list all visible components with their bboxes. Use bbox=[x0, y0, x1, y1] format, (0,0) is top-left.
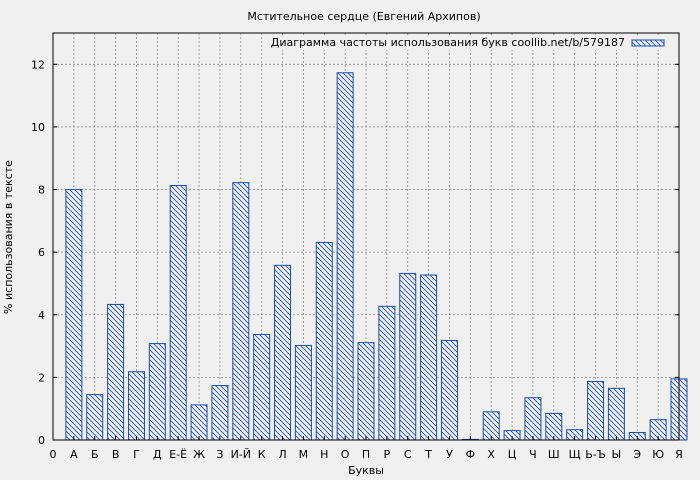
x-tick-label: Т bbox=[424, 448, 432, 461]
x-tick-label: И-Й bbox=[231, 448, 251, 461]
bar-27 bbox=[607, 387, 625, 441]
x-tick-label: Ф bbox=[466, 448, 475, 461]
x-tick-label: К bbox=[258, 448, 266, 461]
y-tick-label: 2 bbox=[38, 371, 45, 384]
bar-18 bbox=[420, 274, 438, 441]
x-tick-label: Ж bbox=[193, 448, 205, 461]
x-tick-label: Ш bbox=[548, 448, 560, 461]
x-tick-label: М bbox=[299, 448, 309, 461]
y-axis-ticks: 0 2 4 6 8 10 12 bbox=[31, 58, 679, 447]
x-tick-label: У bbox=[446, 448, 453, 461]
bar-23 bbox=[524, 397, 542, 441]
bar-8 bbox=[211, 385, 229, 441]
x-tick-label: В bbox=[112, 448, 120, 461]
x-tick-label: О bbox=[341, 448, 350, 461]
y-tick-label: 0 bbox=[38, 434, 45, 447]
x-tick-label: С bbox=[404, 448, 412, 461]
x-tick-label: Д bbox=[153, 448, 162, 461]
bar-17 bbox=[399, 272, 417, 441]
y-tick-label: 12 bbox=[31, 58, 45, 71]
bar-15 bbox=[357, 342, 375, 441]
x-tick-label: Я bbox=[675, 448, 683, 461]
x-tick-label: Е-Ё bbox=[169, 448, 187, 461]
bar-12 bbox=[294, 344, 312, 441]
x-tick-label: Н bbox=[320, 448, 328, 461]
bar-5 bbox=[148, 343, 166, 441]
legend-label: Диаграмма частоты использования букв coo… bbox=[271, 36, 625, 49]
bar-26 bbox=[587, 380, 605, 441]
bar-21 bbox=[482, 411, 500, 441]
x-tick-label: Л bbox=[278, 448, 286, 461]
legend: Диаграмма частоты использования букв coo… bbox=[271, 35, 676, 50]
x-tick-label: А bbox=[70, 448, 78, 461]
x-tick-label: Ю bbox=[652, 448, 664, 461]
bar-11 bbox=[274, 264, 292, 441]
bars bbox=[65, 72, 688, 441]
y-tick-label: 6 bbox=[38, 246, 45, 259]
x-tick-label: Х bbox=[487, 448, 495, 461]
x-tick-label: П bbox=[362, 448, 370, 461]
y-tick-label: 4 bbox=[38, 309, 45, 322]
bar-1 bbox=[65, 189, 83, 441]
y-axis-label: % использования в тексте bbox=[2, 160, 15, 314]
bar-6 bbox=[169, 184, 187, 441]
bar-16 bbox=[378, 305, 396, 441]
x-tick-label: Ы bbox=[612, 448, 622, 461]
legend-background bbox=[282, 35, 676, 50]
y-tick-label: 10 bbox=[31, 121, 45, 134]
x-tick-label: Г bbox=[133, 448, 140, 461]
y-tick-label: 8 bbox=[38, 184, 45, 197]
x-axis-ticks: 0 А Б В Г Д Е-Ё Ж З И-Й К Л М Н О П Р С Т У Ф Х Ц Ч Ш Щ Ь-Ъ Ы Э Ю Я bbox=[50, 436, 683, 461]
x-axis-label: Буквы bbox=[348, 464, 384, 477]
bar-7 bbox=[190, 404, 208, 441]
x-tick-label: Р bbox=[384, 448, 391, 461]
x-origin-label: 0 bbox=[50, 448, 57, 461]
chart-title: Мстительное сердце (Евгений Архипов) bbox=[247, 10, 480, 23]
bar-4 bbox=[127, 371, 145, 441]
x-tick-label: Б bbox=[91, 448, 99, 461]
x-tick-label: Ч bbox=[529, 448, 537, 461]
bar-3 bbox=[107, 303, 125, 441]
bar-10 bbox=[253, 333, 271, 441]
x-tick-label: З bbox=[216, 448, 223, 461]
legend-swatch bbox=[631, 39, 665, 47]
bar-19 bbox=[440, 339, 458, 441]
bar-2 bbox=[86, 394, 104, 441]
bar-14 bbox=[336, 72, 354, 441]
x-tick-label: Э bbox=[633, 448, 641, 461]
x-tick-label: Щ bbox=[569, 448, 581, 461]
x-tick-label: Ц bbox=[508, 448, 517, 461]
x-tick-label: Ь-Ъ bbox=[585, 448, 606, 461]
bar-9 bbox=[232, 182, 250, 441]
grid bbox=[53, 33, 680, 440]
bar-13 bbox=[315, 241, 333, 441]
